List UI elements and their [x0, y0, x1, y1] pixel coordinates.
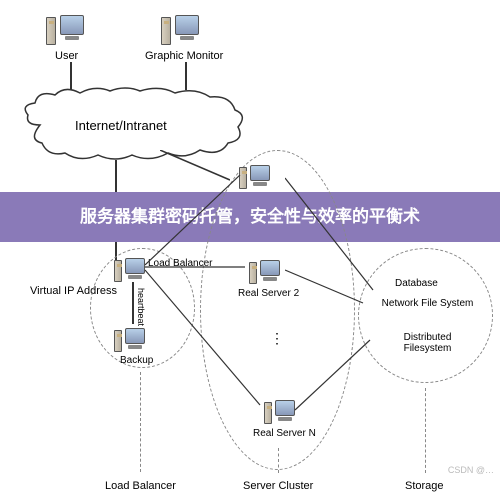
connection-line [132, 282, 134, 324]
dfs-label: Distributed Filesystem [380, 332, 475, 354]
user-label: User [55, 50, 78, 62]
watermark: CSDN @… [448, 465, 494, 475]
bottom-load-balancer-label: Load Balancer [105, 480, 176, 492]
cloud-label: Internet/Intranet [75, 118, 167, 133]
nfs-label: Network File System [380, 298, 475, 309]
bottom-server-cluster-label: Server Cluster [243, 480, 313, 492]
storage-connection-lines [285, 175, 385, 435]
section-divider [425, 388, 426, 473]
bottom-storage-label: Storage [405, 480, 444, 492]
backup-computer [125, 328, 145, 344]
section-divider [140, 372, 141, 472]
load-balancer-computer [125, 258, 145, 274]
graphic-monitor-label: Graphic Monitor [145, 50, 223, 62]
user-computer [60, 15, 84, 35]
network-diagram: User Graphic Monitor Internet/Intranet V… [0, 0, 500, 501]
connection-lines [145, 175, 285, 435]
section-divider [278, 448, 279, 473]
database-label: Database [395, 278, 438, 289]
graphic-monitor-computer [175, 15, 199, 35]
